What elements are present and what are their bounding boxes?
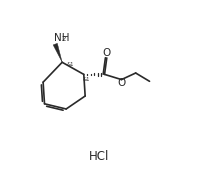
Text: 2: 2 — [61, 36, 66, 42]
Text: NH: NH — [54, 33, 70, 43]
Polygon shape — [53, 43, 62, 62]
Text: &1: &1 — [66, 62, 74, 67]
Text: O: O — [117, 78, 125, 88]
Text: O: O — [103, 48, 111, 58]
Text: &1: &1 — [83, 77, 91, 82]
Text: HCl: HCl — [89, 150, 110, 163]
